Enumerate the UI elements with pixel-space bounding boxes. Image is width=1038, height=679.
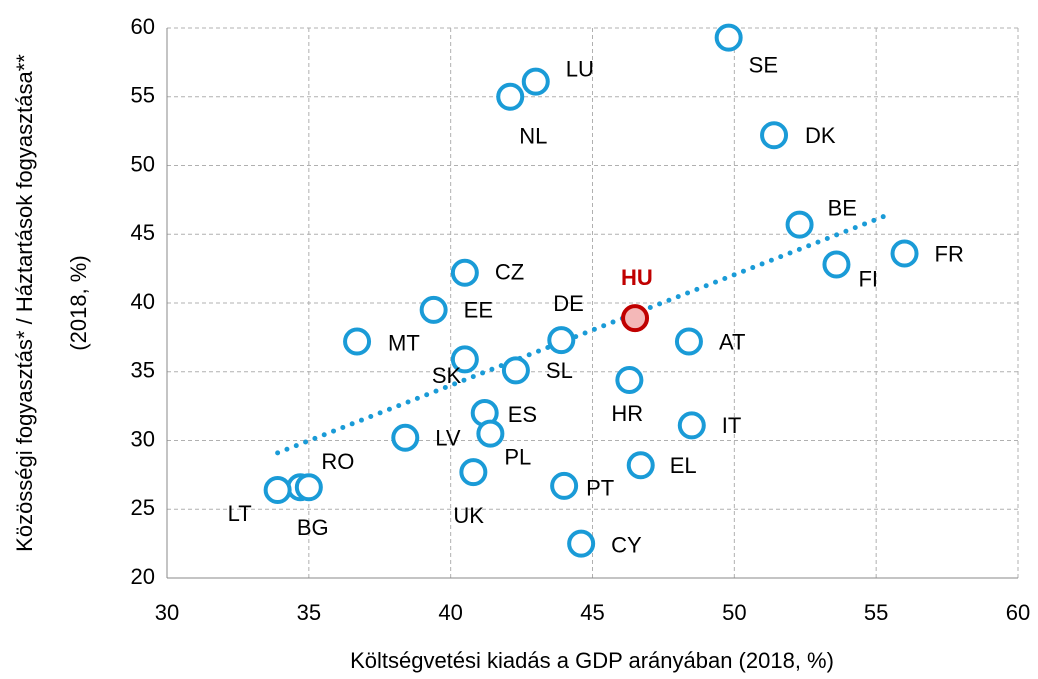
x-tick-label: 35: [297, 600, 321, 625]
x-axis-label: Költségvetési kiadás a GDP arányában (20…: [350, 648, 834, 673]
point-label: BE: [828, 195, 857, 220]
point: [459, 458, 488, 487]
x-tick-label: 40: [438, 600, 462, 625]
y-tick-label: 60: [131, 14, 155, 39]
point-label: CZ: [495, 260, 524, 285]
point: [785, 210, 814, 239]
point-label: CY: [611, 532, 642, 557]
point: [496, 82, 525, 111]
point: [567, 529, 596, 558]
x-tick-label: 50: [722, 600, 746, 625]
point-label: PL: [504, 444, 531, 469]
point: [822, 250, 851, 279]
point-label: FI: [858, 266, 878, 291]
point: [450, 345, 479, 374]
point-label: AT: [719, 329, 745, 354]
point: [626, 451, 655, 480]
point-label: SE: [749, 52, 778, 77]
point-label: BG: [297, 515, 329, 540]
point-label: RO: [321, 449, 354, 474]
point-label: SK: [432, 363, 462, 388]
point-label: DE: [553, 291, 584, 316]
point-label: EE: [464, 298, 493, 323]
point: [674, 327, 703, 356]
point-label: HU: [621, 265, 653, 290]
trendline: [275, 212, 891, 456]
point-label: EL: [670, 453, 697, 478]
y-tick-label: 20: [131, 564, 155, 589]
point: [263, 476, 292, 504]
point-label: FR: [935, 241, 964, 266]
point: [419, 295, 448, 324]
point-label: SL: [546, 358, 573, 383]
y-tick-label: 45: [131, 220, 155, 245]
y-axis-label: (2018, %): [66, 255, 91, 350]
y-tick-label: 40: [131, 289, 155, 314]
point: [294, 473, 323, 502]
point-label: DK: [805, 123, 836, 148]
y-tick-label: 55: [131, 83, 155, 108]
point-label: IT: [722, 413, 742, 438]
point: [621, 304, 650, 333]
point: [476, 419, 505, 448]
point: [450, 258, 479, 287]
point-label: PT: [586, 476, 614, 501]
point-label: LV: [435, 426, 461, 451]
point: [890, 239, 919, 268]
y-tick-label: 35: [131, 358, 155, 383]
y-tick-label: 50: [131, 151, 155, 176]
point: [550, 471, 579, 500]
x-tick-label: 55: [864, 600, 888, 625]
x-tick-label: 45: [580, 600, 604, 625]
point: [615, 366, 644, 394]
point-label: UK: [453, 503, 484, 528]
point: [521, 67, 550, 96]
x-tick-label: 60: [1006, 600, 1030, 625]
point: [677, 411, 706, 440]
point: [547, 326, 576, 355]
point: [714, 23, 743, 52]
point-label: LT: [228, 501, 252, 526]
y-tick-label: 25: [131, 495, 155, 520]
y-tick-label: 30: [131, 426, 155, 451]
point: [343, 327, 372, 356]
point-label: HR: [611, 401, 643, 426]
y-axis-label: Közösségi fogyasztás* / Háztartások fogy…: [12, 54, 37, 552]
point: [391, 423, 420, 452]
point-label: MT: [388, 330, 420, 355]
point: [501, 356, 530, 385]
x-tick-label: 30: [155, 600, 179, 625]
point: [760, 121, 789, 150]
point-label: NL: [519, 124, 547, 149]
point-label: ES: [508, 402, 537, 427]
point-label: LU: [566, 56, 594, 81]
